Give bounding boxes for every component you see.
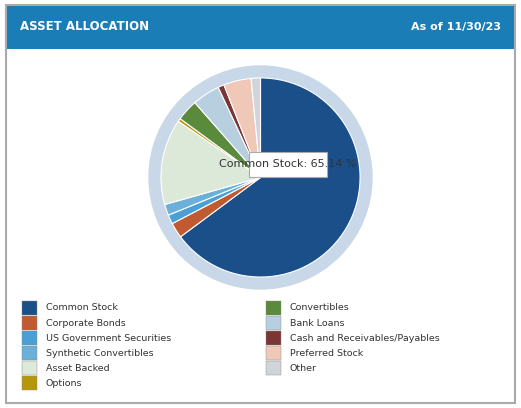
Wedge shape <box>180 103 260 177</box>
Wedge shape <box>165 177 260 215</box>
Text: As of 11/30/23: As of 11/30/23 <box>411 22 501 32</box>
Wedge shape <box>161 121 260 204</box>
Bar <box>266 361 281 375</box>
Wedge shape <box>180 78 360 277</box>
Wedge shape <box>224 78 260 177</box>
Wedge shape <box>218 85 260 177</box>
Wedge shape <box>172 177 260 237</box>
Bar <box>21 301 37 315</box>
Text: US Government Securities: US Government Securities <box>46 334 171 343</box>
Text: Options: Options <box>46 379 82 388</box>
Text: Bank Loans: Bank Loans <box>290 319 344 328</box>
Text: Other: Other <box>290 364 317 373</box>
Wedge shape <box>251 78 260 177</box>
Text: Cash and Receivables/Payables: Cash and Receivables/Payables <box>290 334 440 343</box>
Text: Corporate Bonds: Corporate Bonds <box>46 319 126 328</box>
FancyBboxPatch shape <box>6 5 515 49</box>
Bar <box>21 316 37 330</box>
Text: Asset Backed: Asset Backed <box>46 364 109 373</box>
Wedge shape <box>195 87 260 177</box>
FancyBboxPatch shape <box>249 152 327 177</box>
Text: Preferred Stock: Preferred Stock <box>290 349 363 358</box>
Bar <box>21 376 37 390</box>
Wedge shape <box>168 177 260 224</box>
Bar <box>21 346 37 360</box>
Bar <box>21 361 37 375</box>
Bar <box>266 331 281 345</box>
Text: ASSET ALLOCATION: ASSET ALLOCATION <box>20 20 149 33</box>
Text: Common Stock: 65.14 %: Common Stock: 65.14 % <box>219 159 357 169</box>
Bar <box>266 346 281 360</box>
Text: Convertibles: Convertibles <box>290 304 350 313</box>
Wedge shape <box>178 119 260 177</box>
Bar <box>266 301 281 315</box>
Text: Common Stock: Common Stock <box>46 304 118 313</box>
Circle shape <box>149 66 372 289</box>
Bar <box>21 331 37 345</box>
Bar <box>266 316 281 330</box>
Text: Synthetic Convertibles: Synthetic Convertibles <box>46 349 154 358</box>
